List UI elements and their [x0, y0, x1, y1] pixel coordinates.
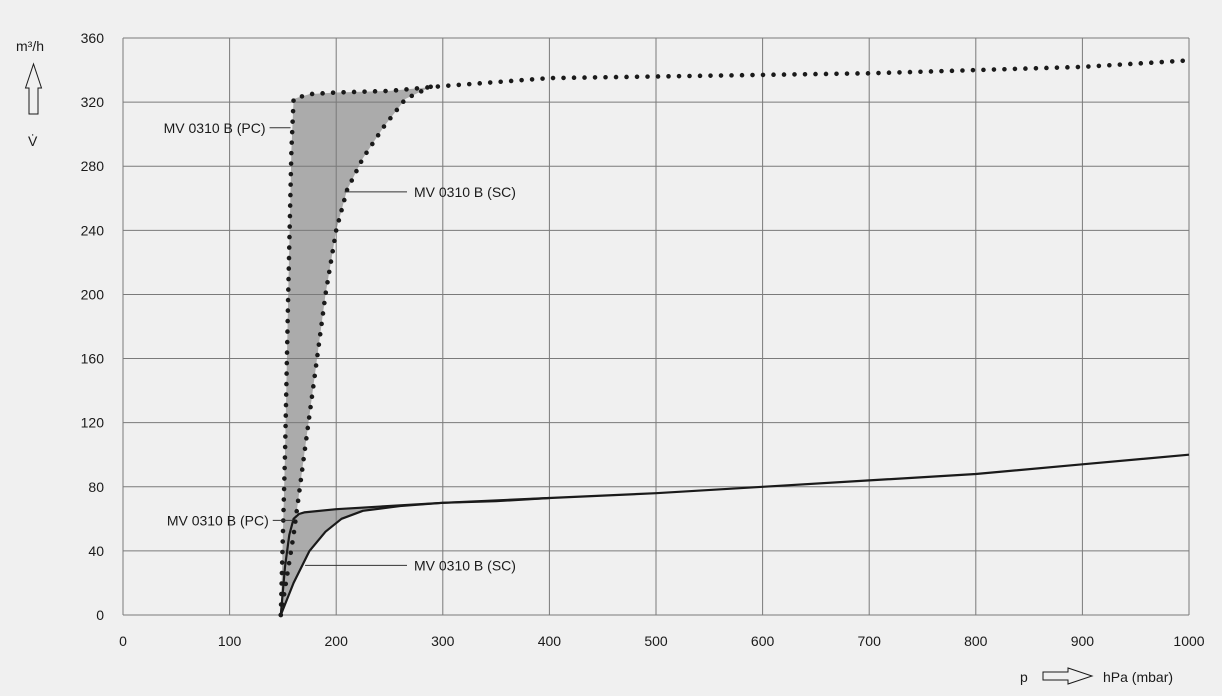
right-arrow-icon — [1042, 667, 1094, 685]
tick-labels: 0 100 200 300 400 500 600 700 800 900 1000 0 40 80 120… — [81, 30, 1205, 649]
annotation-label-4: MV 0310 B (SC) — [414, 557, 516, 573]
series-line-2 — [278, 83, 435, 618]
annotation-label-1: MV 0310 B (PC) — [164, 120, 266, 136]
annotation-label-3: MV 0310 B (PC) — [167, 512, 269, 528]
x-axis-unit: hPa (mbar) — [1103, 669, 1173, 685]
up-arrow-icon — [24, 62, 43, 115]
x-tick-label: 300 — [431, 633, 455, 649]
shaded-region-dotted — [280, 86, 433, 616]
x-tick-label: 1000 — [1173, 633, 1204, 649]
annotation-label-2: MV 0310 B (SC) — [414, 184, 516, 200]
shaded-regions — [280, 86, 550, 616]
x-tick-label: 600 — [751, 633, 775, 649]
x-tick-label: 700 — [858, 633, 882, 649]
series-line-4 — [279, 496, 550, 616]
x-axis-symbol: p — [1020, 669, 1028, 685]
x-tick-label: 200 — [325, 633, 349, 649]
y-tick-label: 160 — [81, 351, 105, 367]
y-tick-label: 80 — [88, 479, 104, 495]
grid-lines — [122, 37, 1190, 616]
series-lines — [278, 58, 1192, 618]
y-axis-unit: m³/h — [16, 38, 44, 54]
y-tick-label: 0 — [96, 607, 104, 623]
y-axis-symbol: V̇ — [28, 133, 38, 149]
y-tick-label: 360 — [81, 30, 105, 46]
y-tick-label: 280 — [81, 158, 105, 174]
x-axis-unit-group: p hPa (mbar) — [1020, 667, 1173, 685]
y-tick-label: 240 — [81, 222, 105, 238]
x-tick-label: 0 — [119, 633, 127, 649]
y-tick-label: 200 — [81, 286, 105, 302]
y-tick-label: 40 — [88, 543, 104, 559]
y-axis-unit-group: m³/h V̇ — [16, 38, 44, 149]
x-tick-label: 900 — [1071, 633, 1095, 649]
x-tick-label: 400 — [538, 633, 562, 649]
series-line-1 — [278, 58, 1192, 618]
x-tick-label: 500 — [644, 633, 668, 649]
x-tick-label: 100 — [218, 633, 242, 649]
x-tick-label: 800 — [964, 633, 988, 649]
y-tick-label: 320 — [81, 94, 105, 110]
y-tick-label: 120 — [81, 415, 105, 431]
annotations: MV 0310 B (PC) MV 0310 B (SC) MV 0310 B (P… — [164, 120, 516, 574]
